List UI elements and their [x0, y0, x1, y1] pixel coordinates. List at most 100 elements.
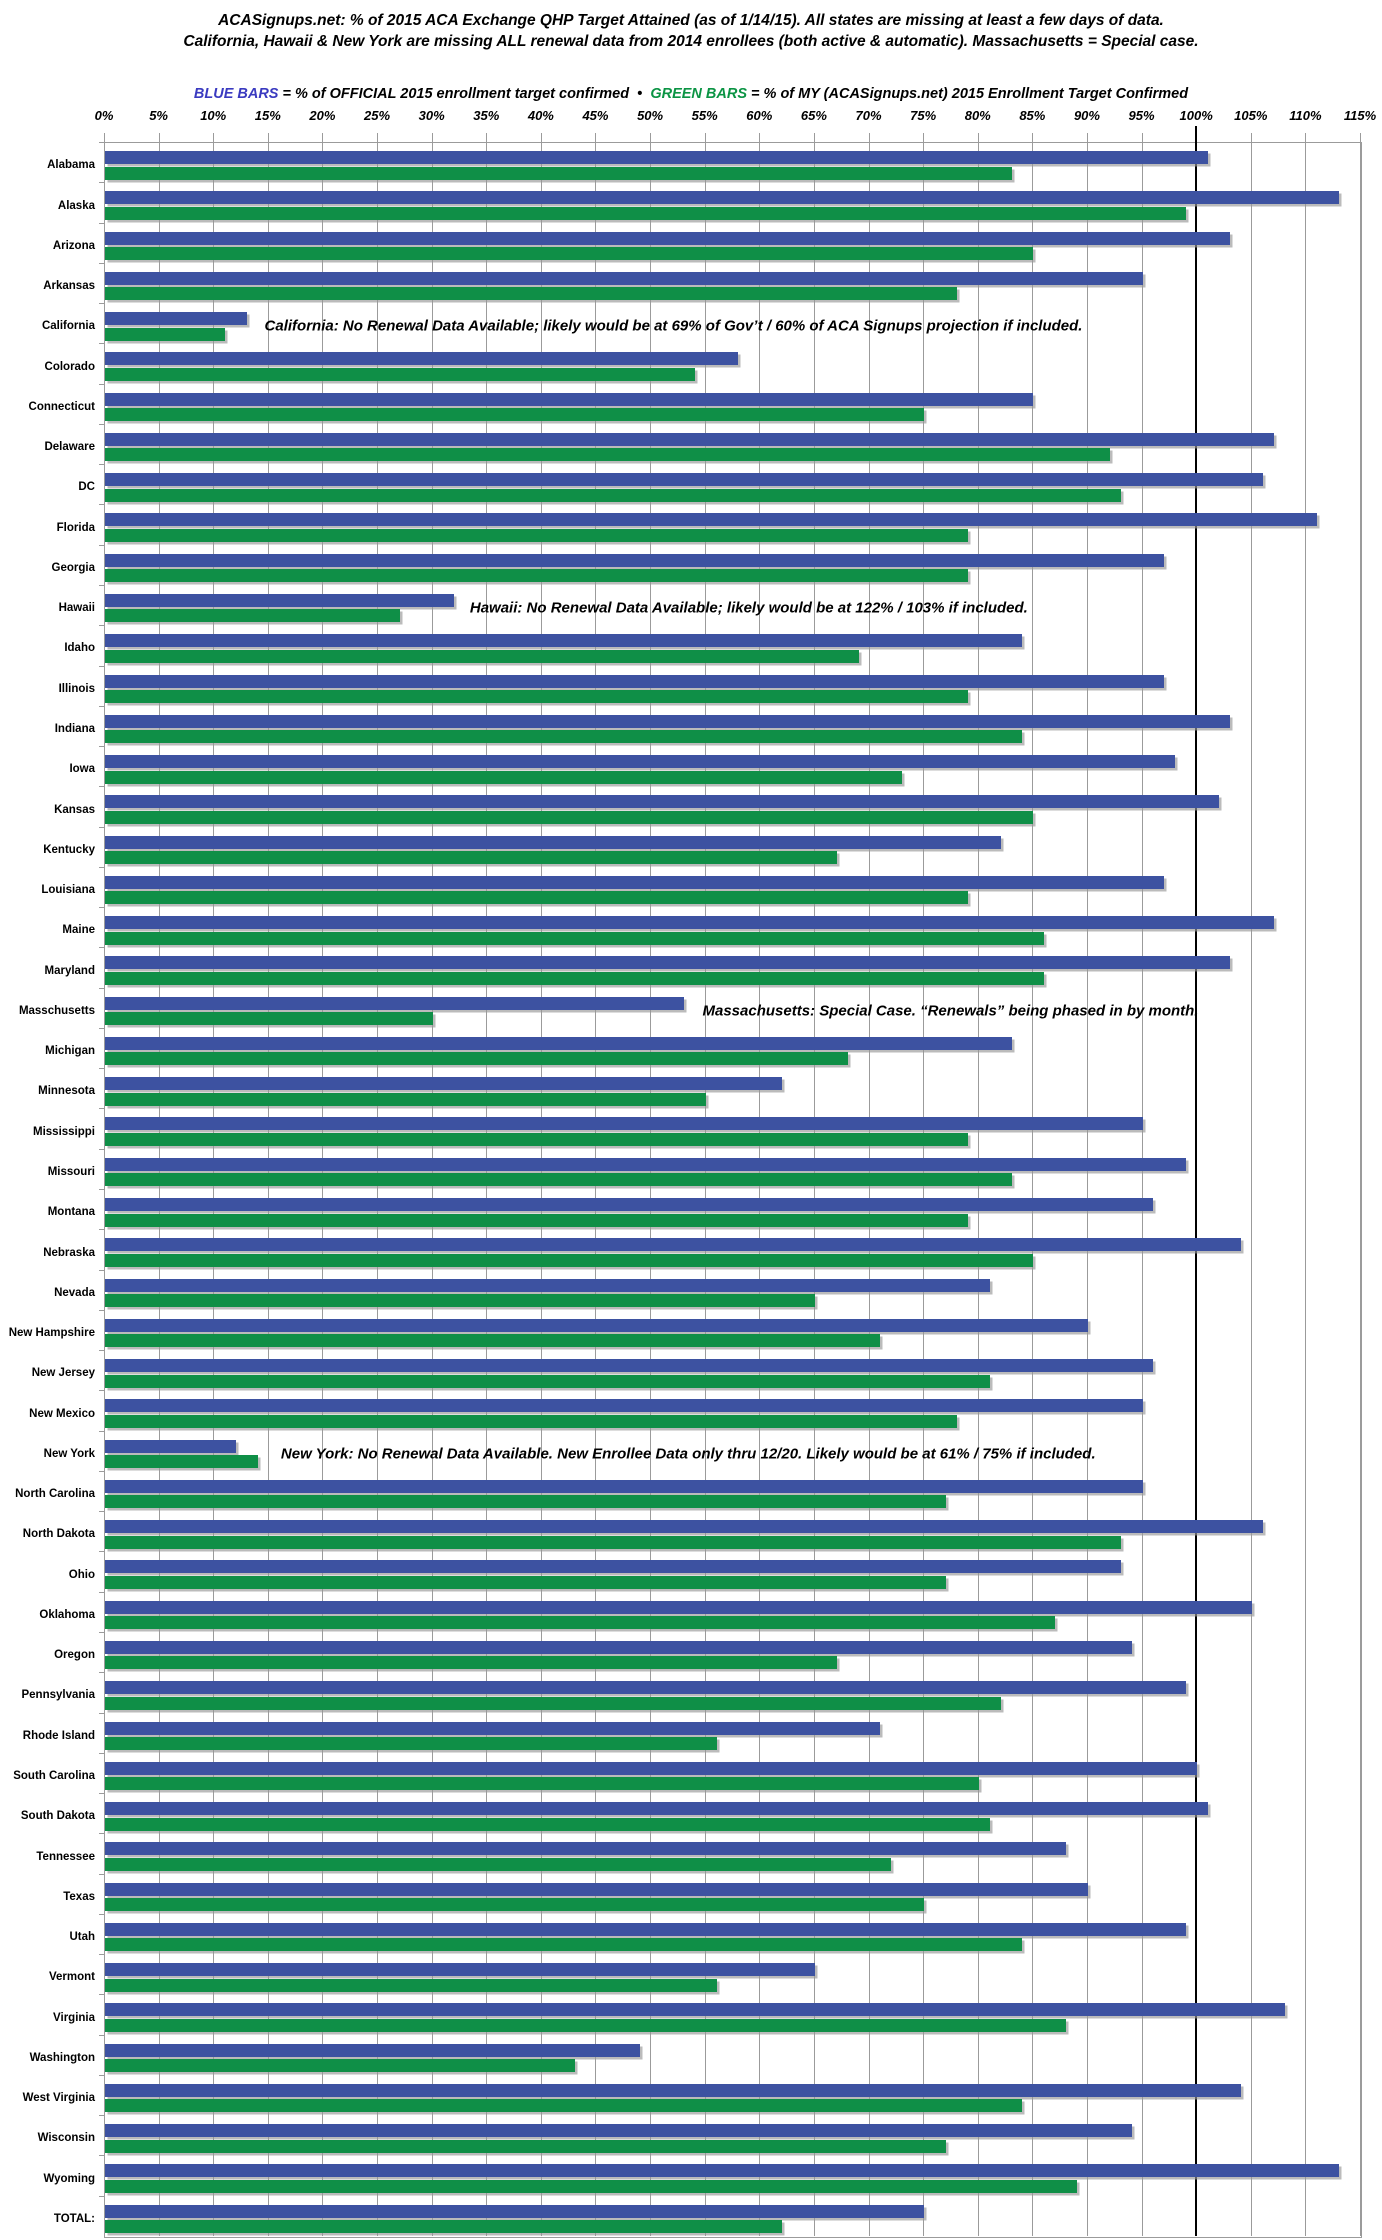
bar-acasignups [105, 2099, 1023, 2113]
state-label: Colorado [44, 360, 95, 373]
category-axis-tick [99, 222, 104, 224]
bar-acasignups [105, 1817, 990, 1831]
x-axis-tick [650, 133, 652, 142]
legend-blue-series-label: BLUE BARS [193, 86, 279, 102]
bar-official [105, 473, 1263, 487]
state-label: Arkansas [43, 280, 95, 293]
row-annotation: Massachusetts: Special Case. “Renewals” … [702, 1002, 1199, 1020]
state-label: Masschusetts [18, 1004, 95, 1017]
bar-acasignups [105, 931, 1045, 945]
x-gridline [1141, 142, 1143, 2236]
x-gridline [158, 142, 160, 2236]
state-label: New Hampshire [8, 1327, 95, 1340]
state-label: DC [78, 481, 95, 494]
bar-acasignups [105, 206, 1187, 220]
category-axis-tick [99, 786, 104, 788]
x-axis-tick-label: 35% [473, 108, 500, 123]
state-label: TOTAL: [53, 2212, 95, 2225]
bar-official [105, 1077, 783, 1091]
x-gridline [1360, 142, 1361, 2236]
x-axis-tick [1360, 133, 1361, 142]
x-gridline [1250, 142, 1252, 2236]
category-axis-tick [99, 383, 104, 385]
state-label: Rhode Island [22, 1729, 95, 1742]
bar-official [105, 1681, 1187, 1695]
state-label: South Dakota [20, 1810, 95, 1823]
x-axis-tick [813, 133, 815, 142]
x-axis-tick-label: 115% [1343, 108, 1377, 123]
bar-official [105, 2164, 1340, 2178]
category-axis-tick [99, 1913, 104, 1915]
state-label: Montana [47, 1206, 95, 1219]
x-axis-tick-label: 55% [691, 108, 718, 123]
x-axis-tick-label: 0% [94, 108, 114, 123]
category-axis-tick [99, 1269, 104, 1271]
x-gridline [650, 142, 652, 2236]
state-label: Washington [29, 2051, 95, 2064]
state-label: Connecticut [28, 400, 95, 413]
category-axis-tick [99, 544, 104, 546]
state-label: Florida [56, 521, 95, 534]
bar-acasignups [105, 2059, 575, 2073]
bar-official [105, 1399, 1143, 1413]
x-axis-tick [868, 133, 870, 142]
bar-official [105, 1721, 881, 1735]
bar-official [105, 191, 1340, 205]
bar-acasignups [105, 1132, 968, 1146]
bar-official [105, 1278, 990, 1292]
state-label: Arizona [52, 239, 95, 252]
bar-acasignups [105, 2220, 783, 2234]
bar-acasignups [105, 166, 1012, 180]
bar-acasignups [105, 1052, 848, 1066]
bar-acasignups [105, 1334, 881, 1348]
state-label: Alabama [47, 159, 95, 172]
category-axis-tick [99, 1470, 104, 1472]
bar-official [105, 1560, 1121, 1574]
x-gridline [813, 142, 815, 2236]
bar-official [105, 795, 1220, 809]
bar-acasignups [105, 2018, 1067, 2032]
bar-official [105, 1842, 1067, 1856]
bar-acasignups [105, 1656, 837, 1670]
x-axis-tick [704, 133, 706, 142]
bar-official [105, 1882, 1088, 1896]
bar-acasignups [105, 1978, 717, 1992]
bar-official [105, 231, 1230, 245]
x-axis-tick-label: 30% [418, 108, 445, 123]
x-axis-tick [213, 133, 215, 142]
category-axis-tick [99, 987, 104, 989]
bar-acasignups [105, 327, 226, 341]
bar-acasignups [105, 891, 968, 905]
category-axis-tick [99, 665, 104, 667]
category-axis-tick [99, 1189, 104, 1190]
x-axis-tick [540, 133, 542, 142]
category-axis-tick [99, 504, 104, 506]
category-axis-tick [99, 2034, 104, 2036]
x-axis-tick-label: 45% [582, 108, 609, 123]
bar-official [105, 1922, 1187, 1936]
x-axis-tick-label: 105% [1234, 108, 1268, 123]
x-axis-tick [377, 133, 379, 142]
x-axis-tick [104, 133, 105, 142]
bar-official [105, 1117, 1143, 1131]
plot-border [104, 142, 1362, 2238]
category-axis-tick [99, 1309, 104, 1311]
bar-acasignups [105, 770, 903, 784]
category-axis-tick [99, 303, 104, 305]
bar-acasignups [105, 2139, 946, 2153]
bar-official [105, 513, 1318, 527]
bar-acasignups [105, 1777, 979, 1791]
category-axis-tick [99, 2115, 104, 2117]
bar-acasignups [105, 528, 968, 542]
bar-official [105, 1318, 1088, 1332]
bar-acasignups [105, 408, 925, 422]
state-label: Nevada [54, 1286, 95, 1299]
x-axis-tick [486, 133, 488, 142]
category-axis-tick [99, 826, 104, 828]
x-axis-tick [1032, 133, 1034, 142]
x-gridline [377, 142, 379, 2236]
category-axis-tick [99, 866, 104, 868]
bar-official [105, 835, 1001, 849]
bar-official [105, 996, 684, 1010]
bar-acasignups [105, 1898, 925, 1912]
